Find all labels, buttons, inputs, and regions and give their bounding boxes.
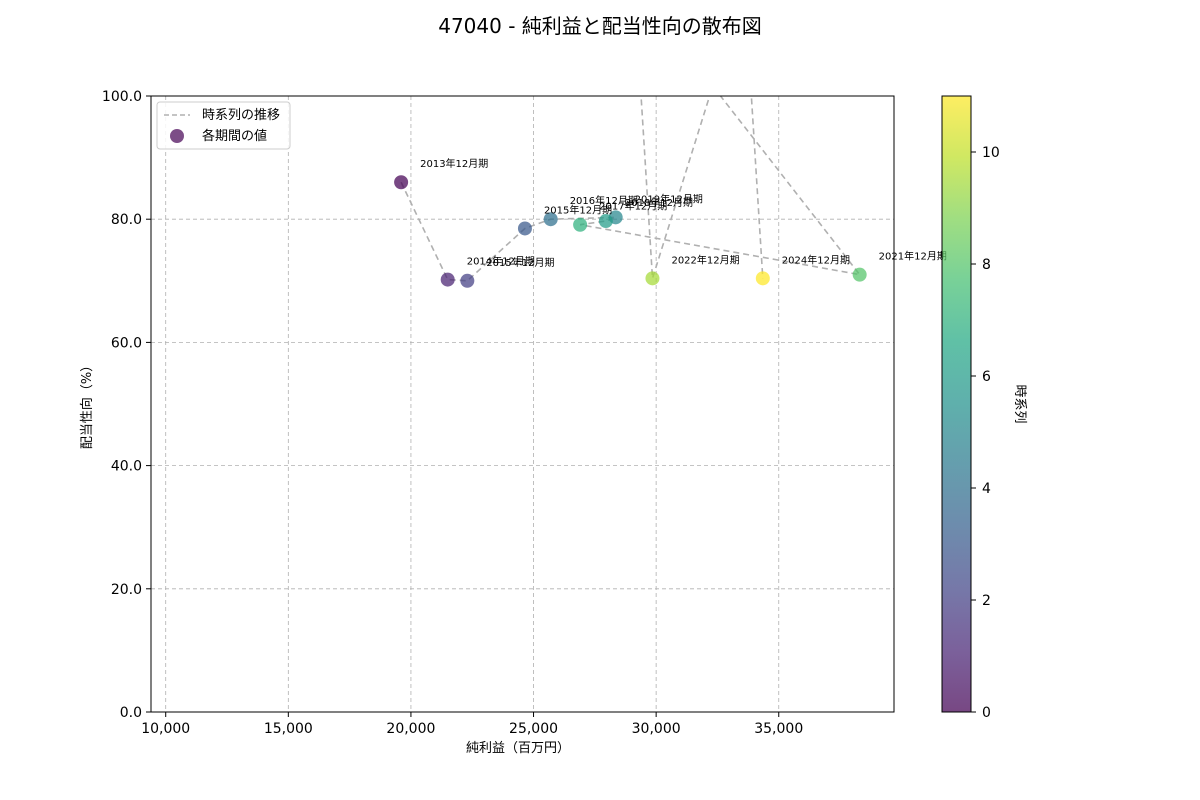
point-annotation: 2021年12月期 (879, 250, 947, 263)
legend-points-label: 各期間の値 (202, 128, 267, 144)
legend-box (156, 101, 291, 150)
colorbar-label: 時系列 (1012, 384, 1027, 423)
y-tick-label: 80.0 (111, 212, 142, 228)
colorbar-tick-label: 4 (982, 481, 991, 497)
plot-area (394, 96, 867, 288)
y-tick-label: 100.0 (102, 89, 142, 105)
y-tick-label: 60.0 (111, 335, 142, 351)
legend-line-label: 時系列の推移 (202, 108, 280, 123)
y-axis-ticks: 0.0 20.0 40.0 60.0 80.0 100.0 (102, 89, 151, 721)
y-tick-label: 20.0 (111, 582, 142, 598)
trend-line-group (400, 96, 862, 282)
data-point (394, 175, 409, 190)
trend-line (400, 96, 862, 282)
annotations-group: 2013年12月期2014年12月期2015年12月期2015年12月期2016… (420, 157, 947, 269)
colorbar-tick-label: 10 (982, 145, 1000, 161)
point-annotation: 2019年12月期 (635, 192, 703, 205)
colorbar-gradient (941, 95, 972, 713)
x-tick-label: 30,000 (632, 721, 681, 737)
point-annotation: 2022年12月期 (671, 253, 739, 266)
point-annotation: 2017年12月期 (599, 200, 667, 213)
x-axis-label: 純利益（百万円） (466, 741, 570, 756)
data-point (755, 271, 770, 286)
data-point (543, 212, 558, 227)
point-annotation: 2018年12月期 (625, 196, 693, 209)
point-annotation: 2014年12月期 (467, 255, 535, 268)
y-tick-label: 0.0 (120, 705, 142, 721)
colorbar-ticks: 0 2 4 6 8 10 (971, 145, 1000, 721)
points-group (394, 175, 867, 288)
point-annotation: 2015年12月期 (544, 203, 612, 216)
x-tick-label: 25,000 (509, 721, 558, 737)
x-axis-ticks: 10,000 15,000 20,000 25,000 30,000 35,000 (141, 712, 803, 737)
grid-lines (151, 96, 894, 712)
x-tick-label: 10,000 (141, 721, 190, 737)
data-point (852, 267, 867, 282)
colorbar: 0 2 4 6 8 10 時系列 (941, 95, 1027, 721)
x-tick-label: 35,000 (754, 721, 803, 737)
data-point (645, 271, 660, 286)
colorbar-tick-label: 2 (982, 593, 991, 609)
data-point (440, 272, 455, 287)
point-annotation: 2013年12月期 (420, 157, 488, 170)
point-annotation: 2016年12月期 (570, 194, 638, 207)
colorbar-tick-label: 8 (982, 257, 991, 273)
point-annotation: 2015年12月期 (486, 256, 554, 269)
x-tick-label: 15,000 (264, 721, 313, 737)
data-point (517, 221, 532, 236)
chart-title: 47040 - 純利益と配当性向の散布図 (438, 14, 762, 38)
data-point (598, 214, 613, 229)
y-axis-label: 配当性向（%） (79, 359, 95, 449)
point-annotation: 2024年12月期 (782, 253, 850, 266)
y-tick-label: 40.0 (111, 459, 142, 475)
colorbar-tick-label: 6 (982, 369, 991, 385)
legend-point-swatch (170, 129, 184, 143)
legend: 時系列の推移 各期間の値 (156, 101, 291, 150)
x-tick-label: 20,000 (386, 721, 435, 737)
colorbar-tick-label: 0 (982, 705, 991, 721)
data-point (573, 217, 588, 232)
data-point (460, 273, 475, 288)
plot-frame (150, 95, 895, 713)
